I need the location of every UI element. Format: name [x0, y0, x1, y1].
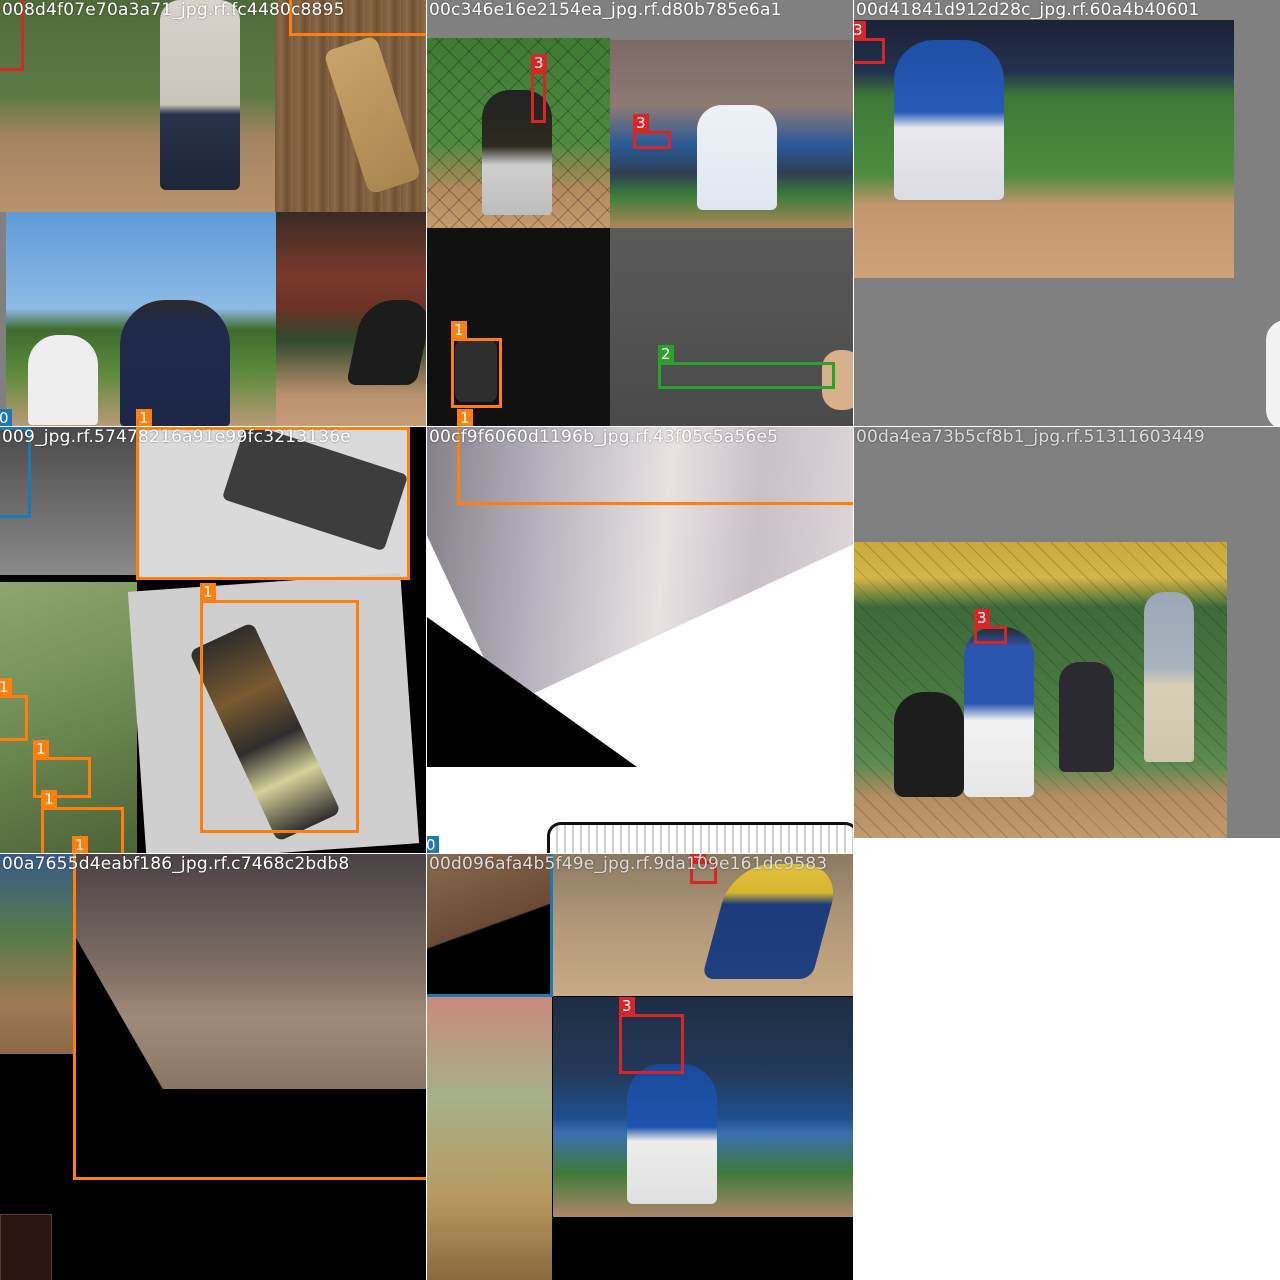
seated-spectator-shape	[1059, 662, 1114, 772]
catcher-figure-shape	[894, 692, 964, 797]
spectator-shape	[1144, 592, 1194, 762]
tile-filename: 00da4ea73b5cf8b1_jpg.rf.51311603449	[856, 427, 1205, 447]
tile-filename: 00cf9f6060d1196b_jpg.rf.43f05c5a56e5	[429, 427, 779, 447]
tile-4: 1 1 1 1 1 009_jpg.rf.57478216a91e99fc321…	[0, 427, 426, 853]
image-gray-wall	[0, 427, 137, 575]
bbox-class-1	[73, 854, 426, 1180]
class-label: 3	[619, 997, 635, 1015]
class-label: 2	[658, 345, 674, 363]
grid-divider-v2	[853, 0, 854, 1280]
bbox-class-3-b: 3	[619, 997, 684, 1074]
batter-figure-shape	[627, 1064, 717, 1204]
white-bottom-strip	[854, 838, 1280, 853]
grid-divider-h2	[0, 853, 1280, 854]
bbox-class-0	[0, 427, 31, 518]
tile-1: 0 1 008d4f07e70a3a71_jpg.rf.fc4480c8895	[0, 0, 426, 426]
class-label: 3	[690, 854, 706, 862]
image-gray-tool	[610, 228, 853, 426]
class-label: 1	[451, 321, 467, 339]
hand-shape	[822, 350, 853, 410]
empty-cell	[854, 854, 1280, 1280]
bbox-class-3: 3	[854, 21, 885, 64]
dark-corner-shape	[0, 1214, 52, 1280]
image-blurred-left	[427, 997, 552, 1280]
player-legs-shape	[160, 0, 240, 190]
bbox-class-1-b: 1	[200, 583, 359, 833]
class-label: 3	[633, 114, 649, 132]
batter-figure-shape	[28, 335, 98, 425]
class-label: 1	[41, 790, 57, 808]
grid-divider-v1	[426, 0, 427, 1280]
rifle-outline-shape	[547, 822, 853, 853]
tile-filename: 00c346e16e2154ea_jpg.rf.d80b785e6a1	[429, 0, 782, 20]
batter-figure-shape	[964, 627, 1034, 797]
tile-8: 3 3 00d096afa4b5f49e_jpg.rf.9da109e161dc…	[427, 854, 853, 1280]
tile-7: 00a7655d4eabf186_jpg.rf.c7468c2bdb8	[0, 854, 426, 1280]
class-label: 1	[72, 836, 88, 853]
bbox-class-1-e: 1	[41, 790, 124, 853]
class-label: 1	[457, 409, 473, 426]
image-stadium-edge	[0, 854, 75, 1054]
glove-shape	[455, 340, 497, 402]
catcher-figure-shape	[120, 300, 230, 426]
class-label: 3	[974, 609, 990, 627]
bbox-class-0	[427, 854, 553, 997]
tile-filename: 009_jpg.rf.57478216a91e99fc3213136e	[2, 427, 351, 447]
class-label: 1	[136, 409, 152, 426]
bbox-class-1	[136, 427, 410, 580]
tile-filename: 00d096afa4b5f49e_jpg.rf.9da109e161dc9583	[429, 854, 828, 874]
class-label: 0	[0, 409, 12, 426]
bbox-class-3-b: 3	[633, 114, 671, 149]
tile-filename: 008d4f07e70a3a71_jpg.rf.fc4480c8895	[2, 0, 345, 20]
class-label: 3	[531, 54, 547, 72]
bbox-class-3: 3	[531, 54, 547, 123]
bbox-class-3: 3	[690, 854, 717, 884]
tile-filename: 00d41841d912d28c_jpg.rf.60a4b40601	[856, 0, 1200, 20]
bbox-class-1: 1	[451, 321, 502, 408]
image-wood-crop	[427, 854, 552, 996]
class-label: 1	[200, 583, 216, 601]
tile-6: 3 00da4ea73b5cf8b1_jpg.rf.51311603449	[854, 427, 1280, 853]
tile-2: 3 3 1 1 2 00c346e16e2154ea_jpg.rf.d80b78…	[427, 0, 853, 426]
bbox-class-2: 2	[658, 345, 835, 389]
kneeling-batter-shape	[697, 105, 777, 210]
bbox-class-3	[0, 0, 24, 71]
class-label: 1	[33, 740, 49, 758]
class-label: 1	[0, 678, 12, 696]
grid-divider-h1	[0, 426, 1280, 427]
bbox-class-3: 3	[974, 609, 1007, 644]
bbox-class-1-c: 1	[0, 678, 28, 741]
batter-figure-shape	[894, 40, 1004, 200]
tile-5: 0 00cf9f6060d1196b_jpg.rf.43f05c5a56e5	[427, 427, 853, 853]
tile-filename: 00a7655d4eabf186_jpg.rf.c7468c2bdb8	[2, 854, 350, 874]
batter-dark-figure-shape	[482, 90, 552, 215]
class-label: 3	[854, 21, 866, 39]
tile-3: 3 00d41841d912d28c_jpg.rf.60a4b40601	[854, 0, 1280, 426]
bbox-class-1-d: 1	[33, 740, 91, 798]
bbox-class-1	[289, 0, 426, 36]
class-label: 0	[427, 836, 439, 853]
bbox-class-1	[457, 427, 853, 505]
white-edge-shape	[1266, 320, 1280, 426]
